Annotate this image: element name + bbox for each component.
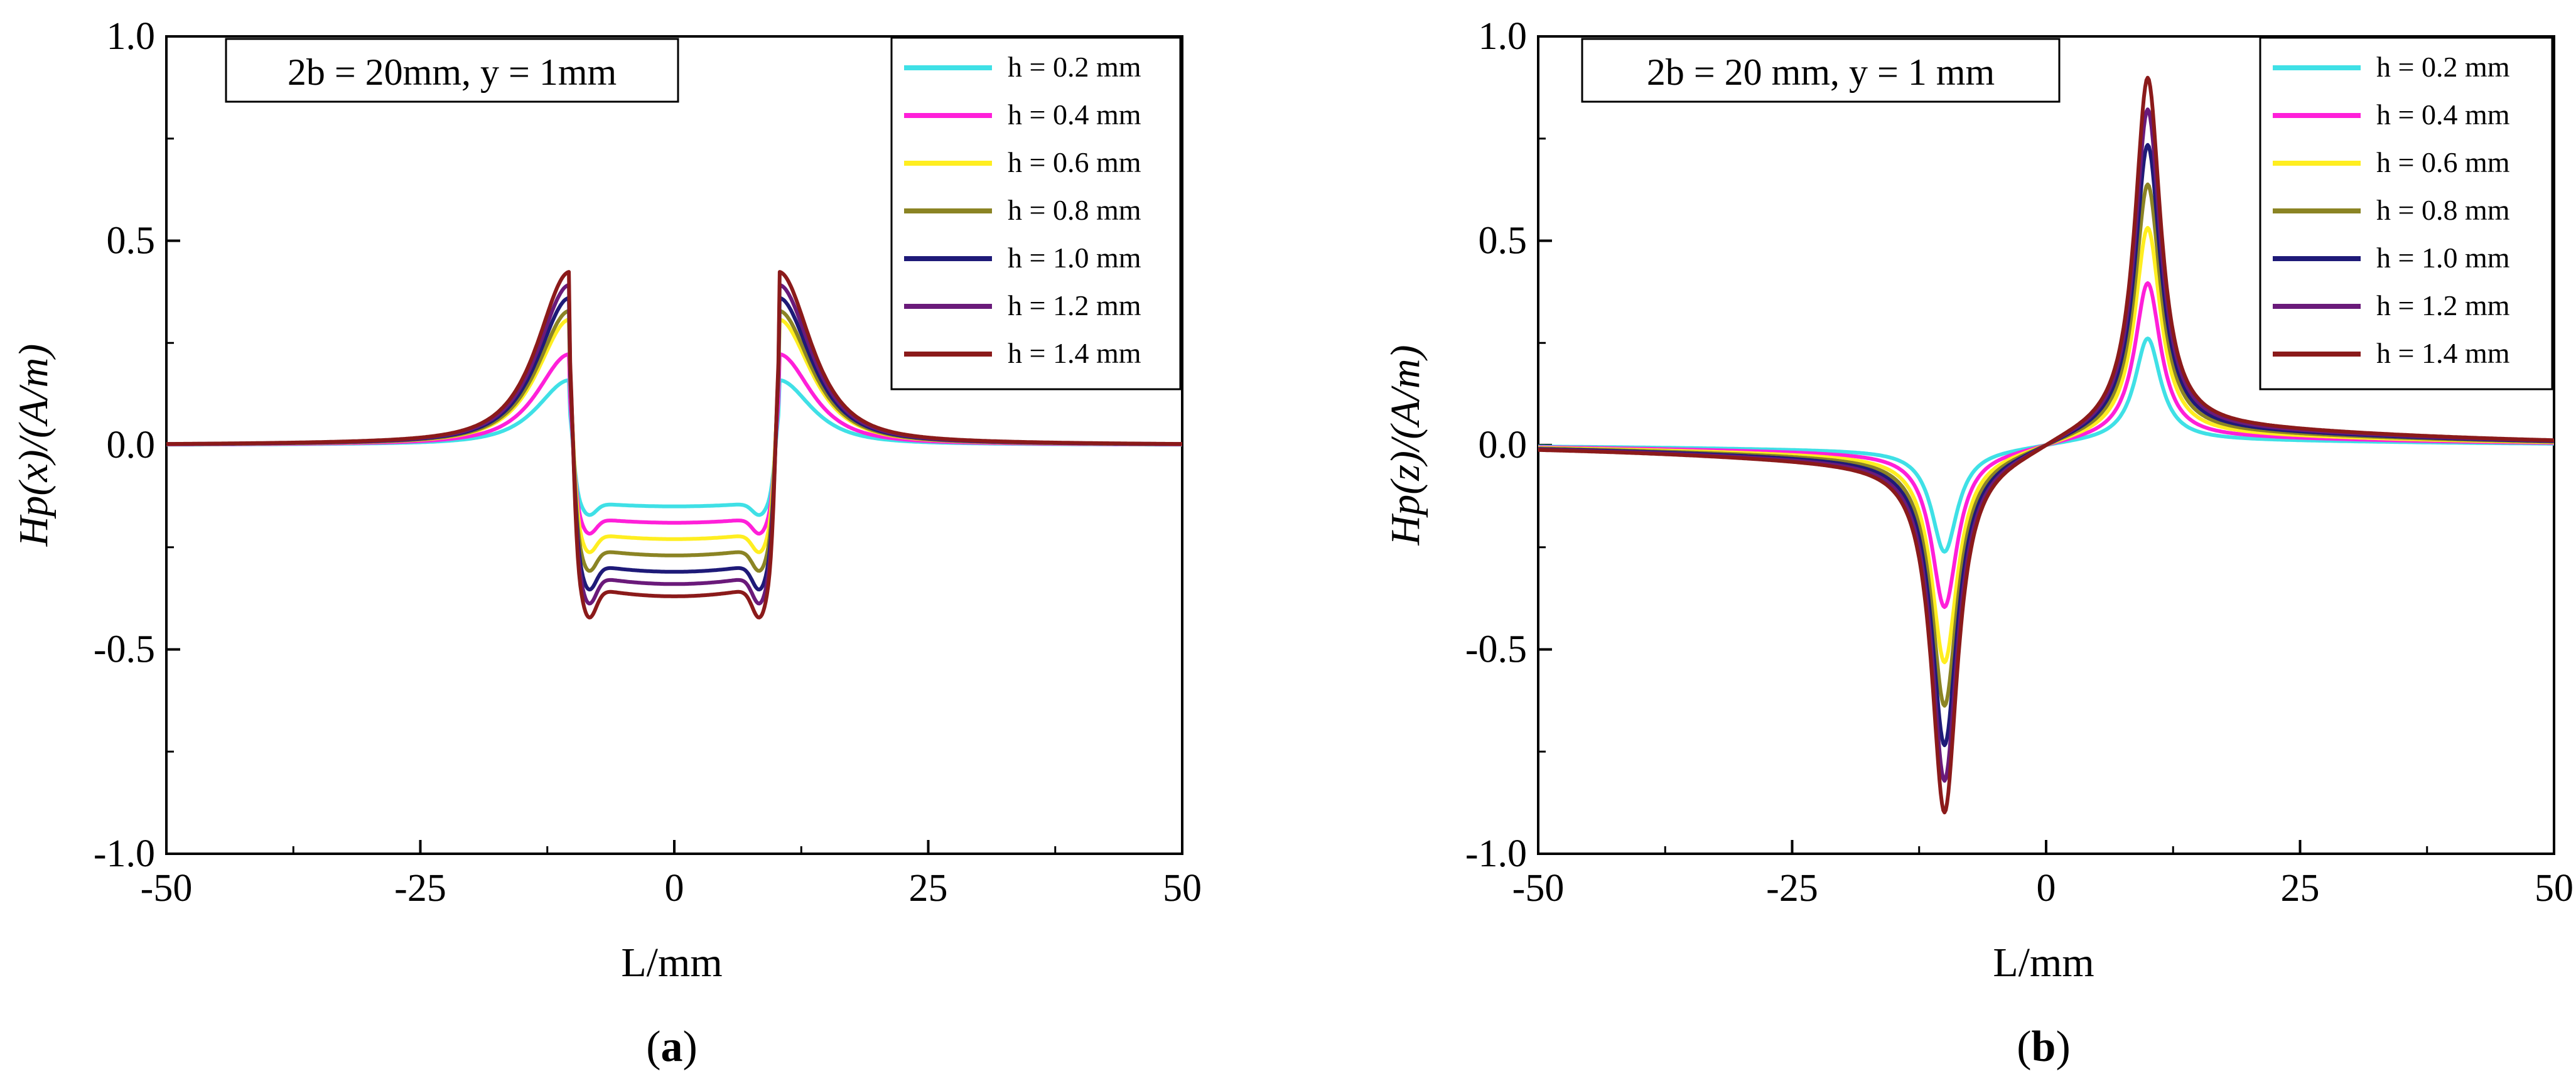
y-tick-label: 0.5 [107, 220, 156, 262]
chart-a-xlabel: L/mm [621, 940, 722, 986]
x-tick-label: 25 [909, 867, 948, 910]
series-line-7 [1538, 75, 2555, 815]
chart-b-series-group [1538, 75, 2555, 815]
x-tick-label: 0 [2037, 867, 2056, 910]
panel-label-a: (a) [646, 1023, 698, 1071]
legend-label-1: h = 0.2 mm [2376, 51, 2510, 83]
chart-b-xlabel: L/mm [1993, 940, 2094, 986]
legend-label-7: h = 1.4 mm [2376, 337, 2510, 369]
x-tick-label: -25 [394, 867, 446, 910]
x-tick-label: 50 [2535, 867, 2573, 910]
chart-panel-a: -50 -25 0 25 50 -1.0 -0.5 0.0 0.5 1.0 2b = 20mm, … [11, 15, 1202, 1071]
x-tick-label: -50 [141, 867, 193, 910]
y-tick-label: 0.0 [1479, 424, 1528, 466]
legend-label-2: h = 0.4 mm [2376, 99, 2510, 131]
y-tick-label: -0.5 [1465, 628, 1527, 671]
legend-label-2: h = 0.4 mm [1008, 99, 1141, 131]
legend-label-4: h = 0.8 mm [1008, 194, 1141, 226]
x-tick-label: 0 [665, 867, 684, 910]
chart-b-annotation: 2b = 20 mm, y = 1 mm [1647, 51, 1995, 93]
x-tick-label: -25 [1766, 867, 1818, 910]
panel-label-a-letter: a [661, 1023, 683, 1071]
chart-b-ylabel: Hp(z)/(A/m) [1382, 345, 1428, 546]
legend-label-3: h = 0.6 mm [2376, 146, 2510, 178]
y-tick-label: 0.5 [1479, 220, 1528, 262]
legend-label-6: h = 1.2 mm [2376, 289, 2510, 321]
chart-b-legend: h = 0.2 mm h = 0.4 mm h = 0.6 mm h = 0.8 mm… [2273, 51, 2510, 369]
chart-a-legend: h = 0.2 mm h = 0.4 mm h = 0.6 mm h = 0.8 mm… [904, 51, 1141, 369]
chart-a-annotation: 2b = 20mm, y = 1mm [288, 51, 617, 93]
y-tick-label: 1.0 [1479, 15, 1528, 58]
chart-a-ylabel: Hp(x)/(A/m) [11, 344, 57, 547]
chart-b-annotation-box [1581, 38, 2061, 103]
legend-label-7: h = 1.4 mm [1008, 337, 1141, 369]
x-tick-label: 25 [2281, 867, 2320, 910]
legend-label-6: h = 1.2 mm [1008, 289, 1141, 321]
y-tick-label: 1.0 [107, 15, 156, 58]
chart-panel-b: -50 -25 0 25 50 -1.0 -0.5 0.0 0.5 1.0 2b = 20 mm,… [1382, 15, 2573, 1071]
chart-a-series-group [166, 270, 1183, 620]
chart-a-annotation-box [225, 38, 679, 103]
y-tick-label: -0.5 [94, 628, 155, 671]
x-tick-label: -50 [1512, 867, 1565, 910]
legend-label-1: h = 0.2 mm [1008, 51, 1141, 83]
series-line-1 [166, 378, 1183, 517]
legend-label-3: h = 0.6 mm [1008, 146, 1141, 178]
legend-label-5: h = 1.0 mm [1008, 242, 1141, 274]
series-line-7 [166, 270, 1183, 620]
y-tick-label: -1.0 [1465, 832, 1527, 875]
panel-label-b: (b) [2017, 1023, 2071, 1071]
x-tick-label: 50 [1163, 867, 1202, 910]
chart-a-ticks: -50 -25 0 25 50 -1.0 -0.5 0.0 0.5 1.0 [94, 15, 1202, 910]
legend-label-5: h = 1.0 mm [2376, 242, 2510, 274]
chart-b-ticks: -50 -25 0 25 50 -1.0 -0.5 0.0 0.5 1.0 [1465, 15, 2573, 910]
y-tick-label: 0.0 [107, 424, 156, 466]
legend-label-4: h = 0.8 mm [2376, 194, 2510, 226]
y-tick-label: -1.0 [94, 832, 155, 875]
panel-label-b-letter: b [2032, 1023, 2056, 1071]
